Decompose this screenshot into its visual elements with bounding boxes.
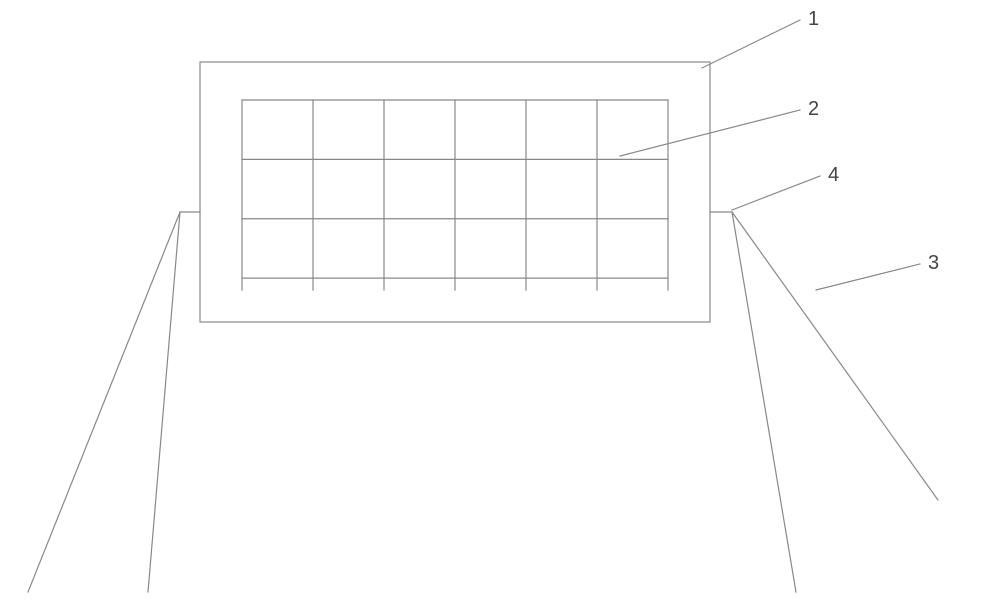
- leg-right-outer: [732, 212, 938, 500]
- leg-left-outer: [28, 212, 180, 592]
- callout-label-3: 3: [928, 252, 939, 275]
- callout-label-1: 1: [808, 8, 819, 31]
- callout-line-c3: [816, 264, 920, 290]
- leg-right-inner: [732, 212, 796, 592]
- diagram-svg: [0, 0, 1000, 608]
- callout-line-c1: [702, 20, 800, 68]
- leg-left-inner: [148, 212, 180, 592]
- callout-label-4: 4: [828, 164, 839, 187]
- diagram-canvas: 1 2 3 4: [0, 0, 1000, 608]
- callout-label-2: 2: [808, 98, 819, 121]
- callout-line-c4: [732, 176, 820, 210]
